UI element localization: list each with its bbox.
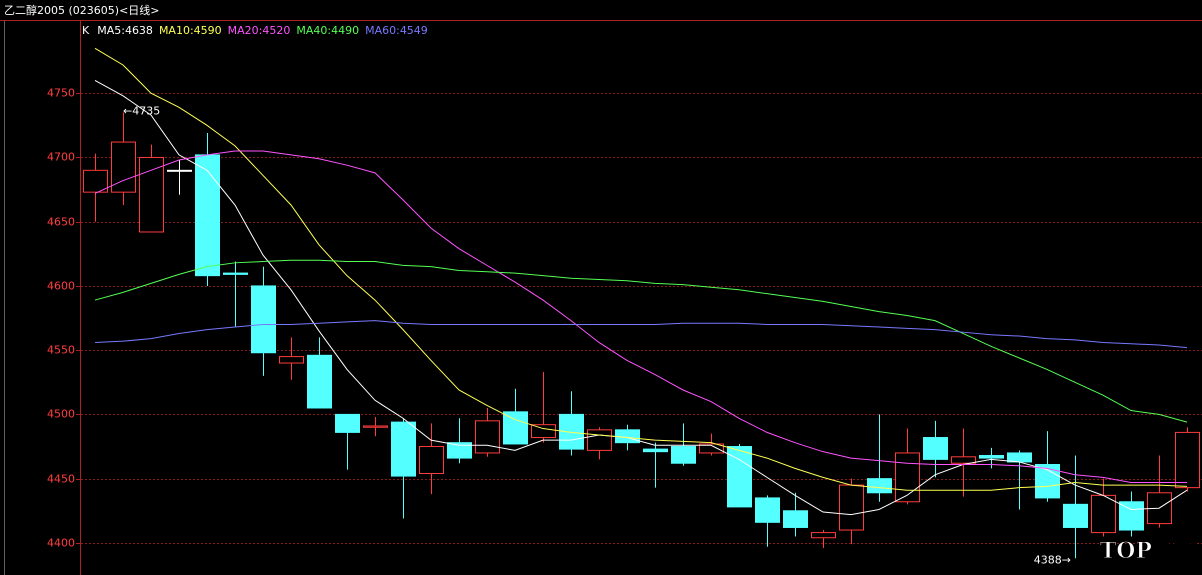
candle-body — [1091, 494, 1116, 534]
price-annotation: 4388→ — [1034, 553, 1071, 566]
y-tick-label: 4750 — [47, 87, 75, 100]
ma-line — [94, 79, 1188, 516]
candle-body — [643, 448, 668, 453]
y-tick-label: 4400 — [47, 537, 75, 550]
candle-body — [335, 413, 360, 433]
y-tick-label: 4500 — [47, 408, 75, 421]
ma-line — [94, 259, 1188, 423]
candle-body — [923, 437, 948, 460]
candle-body — [615, 429, 640, 444]
candle-body — [671, 446, 696, 464]
watermark: TOP期货 — [1100, 538, 1196, 564]
candle-body — [755, 497, 780, 523]
candle-body — [419, 446, 444, 475]
candle-body — [83, 169, 108, 193]
candle-body — [139, 156, 164, 233]
legend-entry: MA40:4490 — [296, 24, 359, 37]
candle-body — [699, 443, 724, 454]
candle-body — [895, 452, 920, 503]
y-tick-label: 4600 — [47, 280, 75, 293]
candle-body — [167, 169, 192, 172]
candle-body — [587, 429, 612, 451]
candle-body — [839, 484, 864, 531]
legend-entry: MA60:4549 — [365, 24, 428, 37]
candle-body — [251, 285, 276, 354]
y-tick-label: 4700 — [47, 151, 75, 164]
y-tick-label: 4650 — [47, 216, 75, 229]
candle-body — [363, 425, 388, 428]
y-tick-label: 4550 — [47, 344, 75, 357]
legend-entry: MA10:4590 — [159, 24, 222, 37]
candle-body — [1007, 452, 1032, 463]
candle-body — [979, 455, 1004, 459]
candle-body — [223, 272, 248, 275]
candle-body — [503, 411, 528, 445]
candle-body — [783, 510, 808, 528]
chart-title: 乙二醇2005 (023605)<日线> — [4, 3, 160, 17]
candle-body — [475, 420, 500, 454]
legend-prefix: K — [82, 24, 90, 37]
candle-body — [1063, 503, 1088, 528]
candle-body — [391, 421, 416, 477]
candle-body — [447, 442, 472, 459]
candle-body — [531, 424, 556, 439]
ma-line — [94, 47, 1188, 491]
candle-body — [559, 413, 584, 450]
legend-entry: MA5:4638 — [97, 24, 153, 37]
candle-body — [811, 532, 836, 539]
price-annotation: ←4735 — [123, 105, 160, 118]
candle-body — [951, 456, 976, 464]
legend-entry: MA20:4520 — [228, 24, 291, 37]
candle-body — [307, 354, 332, 409]
candle-body — [867, 478, 892, 494]
candle-body — [279, 356, 304, 364]
candle-body — [195, 154, 220, 277]
candle-body — [1119, 501, 1144, 531]
y-tick-label: 4450 — [47, 473, 75, 486]
ma-line — [94, 150, 1187, 483]
candle-body — [727, 446, 752, 508]
candle-body — [1175, 431, 1200, 489]
ma-line — [94, 320, 1188, 349]
